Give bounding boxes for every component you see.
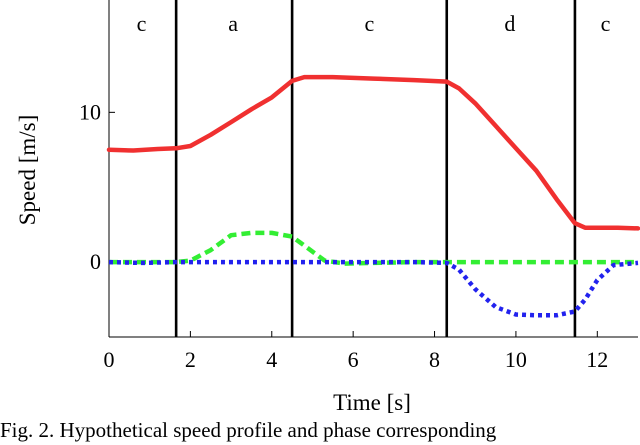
phase-label: c [365, 11, 375, 36]
x-tick-label: 10 [505, 347, 527, 372]
x-tick-label: 8 [429, 347, 440, 372]
plot-area: 0 2 4 6 8 10 12 0 10 c a c d c [79, 0, 640, 372]
speed-chart: 0 2 4 6 8 10 12 0 10 c a c d c Time [s] Speed [m/s] [15, 0, 640, 415]
figure-caption: Fig. 2. Hypothetical speed profile and p… [0, 418, 497, 442]
series-line-dotted [108, 259, 639, 318]
y-tick-label: 0 [90, 249, 101, 274]
phase-label: a [228, 11, 238, 36]
x-tick-label: 4 [266, 347, 277, 372]
y-axis-title: Speed [m/s] [15, 115, 40, 226]
x-tick-label: 6 [348, 347, 359, 372]
series-line-solid [106, 74, 640, 231]
phase-label: d [504, 11, 515, 36]
x-axis-title: Time [s] [333, 390, 411, 415]
x-tick-label: 2 [185, 347, 196, 372]
x-tick-label: 12 [586, 347, 608, 372]
x-tick-label: 0 [104, 347, 115, 372]
y-tick-label: 10 [79, 99, 101, 124]
series-line-dashed [109, 230, 638, 266]
phase-label: c [601, 11, 611, 36]
phase-label: c [137, 11, 147, 36]
